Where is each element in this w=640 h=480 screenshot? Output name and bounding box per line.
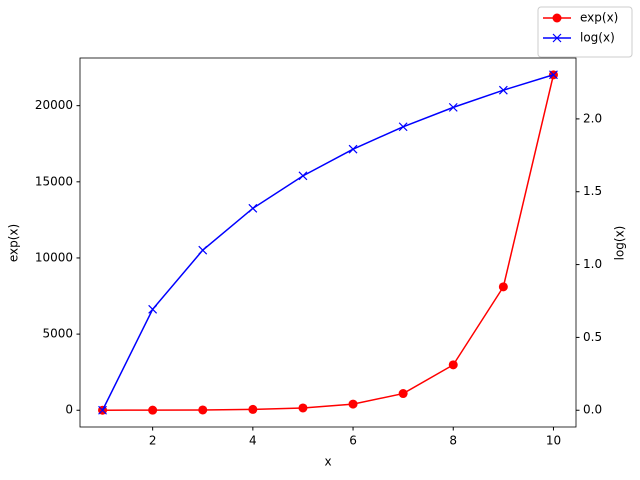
data-point (148, 304, 158, 314)
data-point (398, 122, 408, 132)
legend-label: exp(x) (580, 11, 618, 25)
data-point (248, 404, 258, 414)
legend: exp(x) log(x) (537, 6, 633, 58)
plot-frame (79, 57, 577, 428)
series-line (101, 74, 554, 411)
data-point (498, 85, 508, 95)
x-tick-label: 4 (249, 434, 257, 448)
legend-label: log(x) (580, 31, 615, 45)
y-tick-label: 15000 (35, 174, 73, 188)
data-point (248, 203, 258, 213)
y-tick-label: 10000 (35, 250, 73, 264)
x-tick-label: 6 (349, 434, 357, 448)
y2-tick-label: 0.5 (583, 330, 602, 344)
y2-tick-label: 2.0 (583, 111, 602, 125)
data-point (298, 171, 308, 181)
series-line (102, 74, 555, 411)
legend-box (537, 6, 633, 58)
data-point (448, 360, 458, 370)
data-point (98, 405, 107, 415)
x-tick-label: 8 (449, 434, 457, 448)
y2-tick-label: 0.0 (583, 403, 602, 417)
data-point (348, 144, 358, 154)
y-axis-label: exp(x) (7, 224, 21, 262)
x-tick-label: 2 (149, 434, 157, 448)
legend-marker (552, 33, 562, 43)
data-point (198, 245, 208, 255)
data-point (398, 389, 408, 399)
y-tick-label: 20000 (35, 98, 73, 112)
data-point (549, 70, 558, 80)
y-tick-label: 5000 (42, 327, 73, 341)
y2-axis-label: log(x) (613, 226, 627, 261)
data-point (348, 399, 358, 409)
data-point (298, 403, 308, 413)
data-point (448, 102, 458, 112)
data-point (198, 405, 208, 415)
legend-marker (552, 13, 562, 23)
y2-tick-label: 1.5 (583, 184, 602, 198)
y-tick-label: 0 (65, 403, 73, 417)
y2-tick-label: 1.0 (583, 257, 602, 271)
x-tick-label: 10 (546, 434, 561, 448)
data-point (498, 282, 508, 292)
x-axis-label: x (324, 455, 331, 469)
data-point (148, 405, 158, 415)
